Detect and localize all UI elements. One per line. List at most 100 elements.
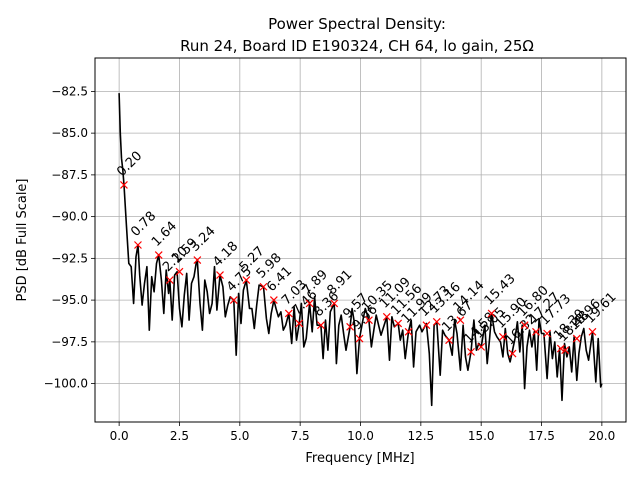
peak-marker-stroke [346,322,355,331]
peak-marker [269,296,278,305]
peak-marker [543,329,551,338]
peak-marker [316,321,325,330]
peak-marker [561,346,570,355]
peak-marker [498,332,507,341]
peak-marker-stroke [295,319,304,328]
x-tick-label: 5.0 [230,429,249,443]
peak-marker-stroke [508,349,517,358]
chart-title-line1: Power Spectral Density: [268,15,446,33]
peak-marker [445,336,454,345]
y-axis-label: PSD [dB Full Scale] [15,178,30,301]
peak-marker-stroke [229,296,238,305]
peak-marker-stroke [120,180,128,189]
chart-title-line2: Run 24, Board ID E190324, CH 64, lo gain… [180,37,534,55]
x-tick-label: 10.0 [347,429,374,443]
peak-marker-stroke [487,309,496,318]
peak-marker [432,317,441,326]
x-tick-label: 15.0 [468,429,495,443]
peak-marker [487,309,496,318]
peak-marker-stroke [355,334,364,343]
peak-marker-stroke [242,276,251,284]
peak-marker [193,256,202,264]
x-tick-label: 2.5 [170,429,189,443]
peak-marker-stroke [382,312,391,321]
y-tick-label: −87.5 [51,168,88,182]
peak-marker [165,276,174,284]
x-tick-label: 7.5 [291,429,310,443]
peak-marker [295,319,304,328]
peak-marker-stroke [520,321,529,330]
peak-marker [355,334,364,343]
peak-marker [284,309,293,318]
y-tick-label: −85.0 [51,126,88,140]
peak-marker [154,251,163,259]
peak-marker-stroke [556,344,565,353]
peak-marker-stroke [467,347,475,356]
peak-marker [556,344,565,353]
peak-marker [532,327,540,336]
peak-marker [134,241,142,249]
peak-marker-stroke [432,317,441,326]
peak-marker-stroke [193,256,202,264]
peak-marker [229,296,238,305]
peak-marker [382,312,391,321]
peak-marker [242,276,251,284]
peak-marker [216,271,224,279]
peak-marker-stroke [305,299,314,308]
peak-marker-stroke [175,267,184,276]
peak-marker-stroke [532,327,540,336]
peak-marker-stroke [588,327,597,336]
peak-marker [588,327,597,336]
x-axis-label: Frequency [MHz] [305,451,414,466]
peak-marker [305,299,314,308]
peak-marker [365,316,373,325]
x-tick-label: 0.0 [110,429,129,443]
peak-marker-stroke [498,332,507,341]
peak-marker-stroke [316,321,325,330]
y-tick-label: −95.0 [51,293,88,307]
peak-marker [572,334,581,343]
x-tick-label: 12.5 [407,429,434,443]
peak-marker [467,347,475,356]
peak-marker-stroke [543,329,551,338]
peak-marker-stroke [216,271,224,279]
peak-marker-stroke [572,334,581,343]
peak-marker-stroke [477,342,486,351]
x-tick-label: 20.0 [589,429,616,443]
peak-marker [520,321,529,330]
peak-marker-stroke [445,336,454,345]
peak-marker [477,342,486,351]
peak-marker-stroke [165,276,174,284]
peak-marker [456,316,465,325]
peak-marker [404,327,413,336]
peak-marker-stroke [330,299,339,308]
peak-marker-stroke [284,309,293,318]
y-axis-ticks: −100.0 −97.5 −95.0 −92.5 −90.0 −87.5 −85.0 −82.… [44,84,95,391]
plot-area [118,93,603,407]
y-tick-label: −100.0 [44,377,88,391]
peak-marker-stroke [394,319,403,328]
peak-marker-stroke [154,251,163,259]
peak-marker-stroke [422,321,431,330]
peak-marker [422,321,431,330]
x-tick-label: 17.5 [528,429,555,443]
peak-marker [259,282,268,291]
peak-marker-stroke [134,241,142,249]
y-tick-label: −97.5 [51,335,88,349]
peak-marker [346,322,355,331]
peak-marker [175,267,184,276]
psd-series-line [118,93,603,407]
peak-marker-stroke [259,282,268,291]
y-tick-label: −82.5 [51,84,88,98]
peak-marker [394,319,403,328]
x-axis-ticks: 0.0 2.5 5.0 7.5 10.0 12.5 15.0 17.5 20.0 [110,422,616,443]
peak-marker-stroke [404,327,413,336]
peak-marker [508,349,517,358]
peak-marker-stroke [561,346,570,355]
peak-marker-stroke [365,316,373,325]
y-tick-label: −90.0 [51,210,88,224]
peak-marker-stroke [269,296,278,305]
